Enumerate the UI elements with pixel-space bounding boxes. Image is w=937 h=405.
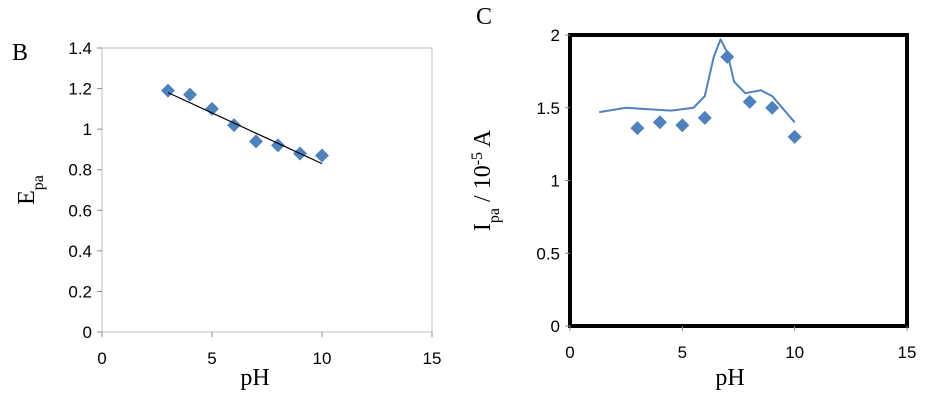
x-tick-label: 10	[313, 349, 332, 368]
plot-frame	[101, 47, 433, 333]
marker	[765, 100, 780, 115]
y-axis-title-part: A	[470, 129, 496, 152]
x-tick-label: 15	[898, 343, 917, 362]
marker	[675, 118, 690, 133]
marker	[315, 148, 329, 163]
marker	[742, 94, 757, 109]
x-tick-label: 10	[785, 343, 804, 362]
y-tick-label: 0	[83, 323, 92, 342]
series-line	[167, 92, 323, 165]
series-line	[599, 38, 796, 123]
x-tick-label: 0	[565, 343, 574, 362]
y-tick-label: 0	[551, 317, 560, 336]
marker	[697, 110, 712, 125]
x-tick-label: 5	[678, 343, 687, 362]
y-axis-title-part: I	[470, 223, 496, 231]
y-axis-title-part: / 10	[470, 165, 496, 208]
marker	[205, 101, 219, 116]
y-tick-label: 0.4	[68, 242, 92, 261]
y-tick-label: 2	[551, 26, 560, 45]
y-tick-label: 1.4	[68, 39, 92, 58]
y-axis-title: Epa	[14, 175, 47, 205]
y-axis-title-part: pa	[486, 208, 503, 223]
x-tick-label: 0	[97, 349, 106, 368]
y-tick-label: 1.5	[536, 99, 560, 118]
y-axis-title: Ipa / 10-5 A	[469, 129, 503, 231]
y-tick-label: 1.2	[68, 80, 92, 99]
marker	[787, 129, 802, 144]
x-tick-label: 15	[423, 349, 442, 368]
x-tick-label: 5	[207, 349, 216, 368]
y-axis-title-part: pa	[30, 175, 47, 190]
panel-label: B	[12, 40, 28, 66]
y-tick-label: 0.8	[68, 161, 92, 180]
panel-label: C	[476, 4, 492, 30]
y-axis-title-part: E	[14, 190, 40, 205]
marker	[652, 115, 667, 130]
y-tick-label: 0.5	[536, 244, 560, 263]
y-tick-label: 0.6	[68, 201, 92, 220]
marker	[249, 134, 263, 149]
marker	[183, 87, 197, 102]
x-axis-title: pH	[715, 365, 744, 391]
y-tick-label: 1	[551, 172, 560, 191]
plot-frame	[568, 33, 909, 328]
y-tick-label: 0.2	[68, 282, 92, 301]
marker	[630, 121, 645, 136]
x-axis-title: pH	[240, 365, 269, 391]
y-axis-title-part: -5	[469, 152, 486, 165]
y-tick-label: 1	[83, 120, 92, 139]
